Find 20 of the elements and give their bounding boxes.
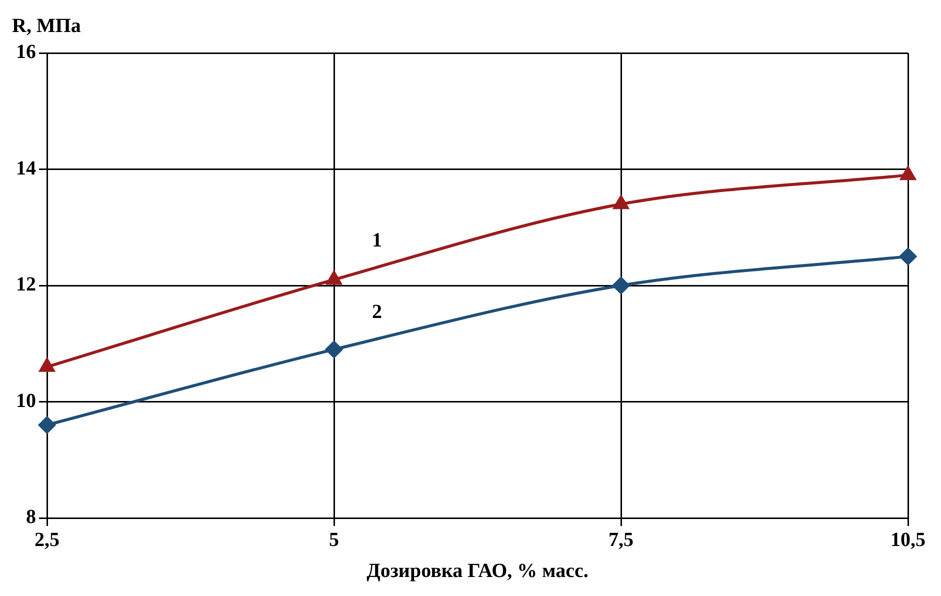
x-axis-title: Дозировка ГАО, % масс. — [366, 560, 588, 582]
y-tick-label: 8 — [26, 506, 36, 528]
point — [612, 277, 630, 294]
y-tick-label: 12 — [16, 274, 36, 296]
point — [900, 166, 916, 180]
point — [38, 416, 56, 434]
x-tick-label: 10,5 — [890, 529, 926, 552]
y-tick-label: 10 — [16, 390, 36, 412]
y-tick-label: 16 — [16, 41, 36, 64]
point — [613, 196, 629, 210]
point — [326, 340, 342, 358]
series-label: 1 — [372, 229, 382, 252]
series-label: 2 — [372, 300, 382, 323]
x-tick-label: 7,5 — [608, 529, 634, 552]
y-tick-label: 14 — [16, 157, 36, 180]
x-tick-label: 2,5 — [34, 529, 60, 552]
point — [326, 271, 342, 285]
x-tick-label: 5 — [329, 529, 339, 552]
point — [900, 248, 916, 265]
y-axis-title: R, МПа — [12, 15, 81, 37]
